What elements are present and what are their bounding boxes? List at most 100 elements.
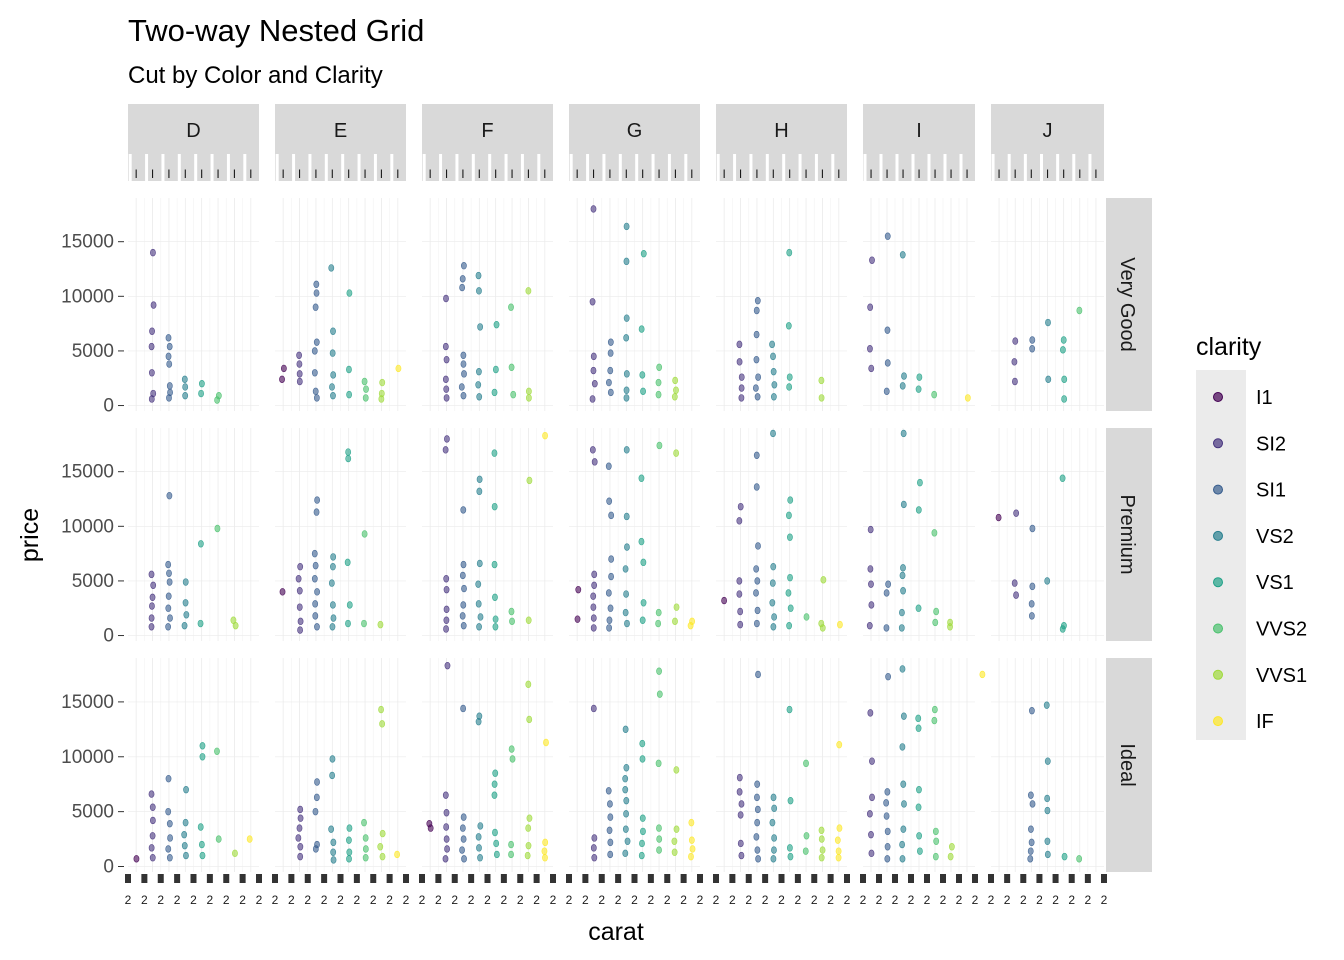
x-tick-mark [664, 874, 671, 883]
x-tick-mark [729, 874, 736, 883]
point-ideal-g-vs2 [622, 725, 629, 734]
point-ideal-g-si2 [590, 844, 597, 852]
point-very-good-h-vvs1 [818, 394, 825, 402]
point-premium-h-vs1 [787, 533, 793, 541]
point-premium-g-vvs1 [673, 449, 680, 457]
point-premium-e-vvs1 [377, 620, 384, 629]
point-ideal-g-vs2 [622, 825, 629, 833]
point-very-good-f-si2 [442, 342, 449, 351]
point-ideal-i-si1 [884, 827, 891, 836]
point-premium-f-si2 [443, 575, 450, 583]
point-premium-f-si1 [461, 584, 467, 593]
point-premium-j-vs1 [1059, 625, 1066, 633]
nested-strip-tick-d-vs2: I [184, 167, 187, 181]
point-premium-e-si2 [297, 626, 303, 634]
x-tick-mark [223, 874, 230, 883]
x-tick-label: 2 [256, 893, 263, 907]
strip-label-premium: Premium [1116, 494, 1138, 574]
point-ideal-d-si2 [149, 816, 156, 825]
point-ideal-d-vs1 [197, 823, 204, 831]
point-premium-f-si2 [443, 616, 450, 624]
point-very-good-e-vvs2 [363, 385, 369, 393]
y-tick-label: 10000 [61, 516, 114, 537]
x-tick-mark [1036, 874, 1043, 883]
nested-strip-tick-j-vvs1: I [1094, 167, 1097, 181]
point-premium-j-si2 [1011, 579, 1018, 587]
point-ideal-e-si2 [296, 824, 303, 832]
point-ideal-g-vs1 [640, 827, 646, 836]
point-premium-f-si1 [460, 622, 467, 630]
x-tick-label: 2 [272, 893, 279, 907]
nested-strip-tick-j-si1: I [1030, 167, 1033, 181]
point-very-good-g-si2 [591, 379, 598, 388]
point-very-good-h-si1 [754, 393, 761, 401]
point-premium-f-vs1 [491, 502, 498, 511]
x-tick-mark [908, 874, 914, 883]
point-ideal-d-vs1 [199, 753, 206, 761]
point-ideal-h-vvs2 [802, 847, 809, 855]
x-tick-mark [1004, 874, 1011, 883]
point-ideal-h-si1 [755, 855, 762, 863]
point-ideal-f-si2 [444, 661, 451, 670]
nested-strip-tick-d-i1: I [135, 167, 138, 181]
point-ideal-h-si1 [754, 846, 761, 854]
x-tick-mark [713, 874, 719, 883]
y-tick-label: 15000 [61, 232, 114, 253]
point-premium-h-vs2 [769, 599, 776, 607]
point-ideal-g-vvs2 [656, 835, 663, 843]
x-tick-mark [827, 874, 834, 883]
point-premium-d-si2 [148, 614, 155, 622]
point-premium-h-si1 [753, 451, 760, 460]
point-ideal-i-vs2 [900, 780, 907, 788]
point-ideal-e-vs1 [346, 855, 352, 863]
point-very-good-j-vs1 [1060, 336, 1067, 344]
point-premium-e-si2 [296, 587, 303, 595]
x-tick-mark [956, 874, 962, 883]
point-ideal-h-vvs2 [803, 759, 809, 768]
point-ideal-g-vs1 [639, 739, 646, 748]
point-ideal-e-vvs1 [379, 720, 386, 728]
legend-key-vs1 [1213, 577, 1223, 588]
nested-strip-tick-g-vs1: I [641, 167, 644, 181]
x-tick-label: 2 [924, 893, 931, 907]
point-very-good-h-si2 [738, 373, 745, 381]
point-premium-g-vs1 [640, 558, 647, 567]
point-premium-f-si2 [444, 435, 450, 443]
point-premium-e-si2 [295, 575, 302, 583]
point-very-good-h-vs1 [786, 383, 793, 391]
point-very-good-e-vs2 [330, 371, 337, 379]
point-ideal-d-vs2 [182, 818, 189, 827]
point-very-good-d-si2 [148, 395, 155, 403]
point-very-good-j-si2 [1011, 358, 1018, 366]
point-premium-g-si2 [591, 581, 598, 589]
point-very-good-g-vvs1 [671, 393, 678, 401]
point-ideal-d-vs2 [183, 785, 189, 794]
point-very-good-h-vs2 [770, 367, 777, 376]
point-very-good-i-si2 [868, 364, 875, 373]
point-very-good-g-si2 [590, 366, 597, 375]
point-premium-i-vvs2 [932, 618, 939, 627]
point-premium-e-vs1 [345, 448, 352, 456]
point-premium-i-vvs2 [933, 607, 940, 616]
point-premium-g-si1 [606, 624, 613, 632]
point-premium-e-si2 [297, 563, 304, 571]
point-very-good-j-vs1 [1060, 346, 1066, 354]
nested-strip-tick-h-vs1: I [788, 167, 791, 181]
point-very-good-h-vs1 [786, 248, 793, 257]
nested-strip-tick-f-si1: I [461, 167, 464, 181]
point-ideal-f-si1 [459, 824, 466, 832]
point-very-good-h-si1 [753, 330, 760, 339]
point-premium-h-vvs1 [820, 576, 827, 584]
nested-strip-tick-g-vvs1: I [674, 167, 677, 181]
point-ideal-g-if [688, 852, 694, 861]
nested-strip-tick-d-si2: I [151, 167, 154, 181]
x-axis-title: carat [588, 918, 644, 946]
strip-ideal [1106, 658, 1152, 872]
point-very-good-g-vvs1 [672, 376, 679, 385]
point-very-good-h-vs2 [770, 393, 777, 401]
point-ideal-i-vvs2 [933, 837, 940, 845]
point-ideal-f-vs1 [492, 828, 498, 837]
point-ideal-j-vs2 [1044, 806, 1051, 815]
point-ideal-g-vs1 [639, 814, 646, 822]
point-ideal-g-vs1 [639, 755, 646, 763]
